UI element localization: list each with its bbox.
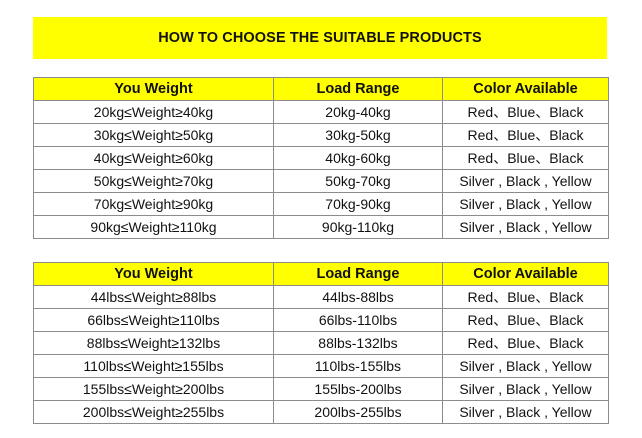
- weight-cell: 66lbs≤Weight≥110lbs: [33, 308, 274, 332]
- table-row: 88lbs≤Weight≥132lbs 88lbs-132lbs Red、Blu…: [33, 331, 609, 355]
- load-range-cell: 110lbs-155lbs: [273, 354, 443, 378]
- weight-cell: 44lbs≤Weight≥88lbs: [33, 285, 274, 309]
- color-cell: Silver , Black , Yellow: [442, 215, 609, 239]
- weight-cell: 200lbs≤Weight≥255lbs: [33, 400, 274, 424]
- color-cell: Red、Blue、Black: [442, 285, 609, 309]
- header-you-weight: You Weight: [33, 262, 274, 286]
- color-cell: Red、Blue、Black: [442, 331, 609, 355]
- color-cell: Silver , Black , Yellow: [442, 192, 609, 216]
- table-row: 30kg≤Weight≥50kg 30kg-50kg Red、Blue、Blac…: [33, 123, 609, 147]
- color-cell: Silver , Black , Yellow: [442, 354, 609, 378]
- load-range-cell: 30kg-50kg: [273, 123, 443, 147]
- weight-cell: 88lbs≤Weight≥132lbs: [33, 331, 274, 355]
- load-range-cell: 66lbs-110lbs: [273, 308, 443, 332]
- weight-cell: 70kg≤Weight≥90kg: [33, 192, 274, 216]
- weight-cell: 30kg≤Weight≥50kg: [33, 123, 274, 147]
- load-range-cell: 88lbs-132lbs: [273, 331, 443, 355]
- color-cell: Silver , Black , Yellow: [442, 400, 609, 424]
- weight-cell: 90kg≤Weight≥110kg: [33, 215, 274, 239]
- table-header-row: You Weight Load Range Color Available: [33, 77, 609, 101]
- load-range-cell: 50kg-70kg: [273, 169, 443, 193]
- table-header-row: You Weight Load Range Color Available: [33, 262, 609, 286]
- load-range-cell: 20kg-40kg: [273, 100, 443, 124]
- table-row: 40kg≤Weight≥60kg 40kg-60kg Red、Blue、Blac…: [33, 146, 609, 170]
- header-color-available: Color Available: [442, 262, 609, 286]
- title-banner: HOW TO CHOOSE THE SUITABLE PRODUCTS: [33, 17, 607, 59]
- kg-size-table: You Weight Load Range Color Available 20…: [33, 77, 609, 239]
- table-row: 20kg≤Weight≥40kg 20kg-40kg Red、Blue、Blac…: [33, 100, 609, 124]
- table-row: 50kg≤Weight≥70kg 50kg-70kg Silver , Blac…: [33, 169, 609, 193]
- color-cell: Silver , Black , Yellow: [442, 169, 609, 193]
- load-range-cell: 70kg-90kg: [273, 192, 443, 216]
- color-cell: Red、Blue、Black: [442, 308, 609, 332]
- table-row: 70kg≤Weight≥90kg 70kg-90kg Silver , Blac…: [33, 192, 609, 216]
- load-range-cell: 155lbs-200lbs: [273, 377, 443, 401]
- weight-cell: 40kg≤Weight≥60kg: [33, 146, 274, 170]
- header-load-range: Load Range: [273, 262, 443, 286]
- weight-cell: 50kg≤Weight≥70kg: [33, 169, 274, 193]
- load-range-cell: 200lbs-255lbs: [273, 400, 443, 424]
- lbs-size-table: You Weight Load Range Color Available 44…: [33, 262, 609, 424]
- load-range-cell: 90kg-110kg: [273, 215, 443, 239]
- table-row: 90kg≤Weight≥110kg 90kg-110kg Silver , Bl…: [33, 215, 609, 239]
- load-range-cell: 44lbs-88lbs: [273, 285, 443, 309]
- table-row: 155lbs≤Weight≥200lbs 155lbs-200lbs Silve…: [33, 377, 609, 401]
- header-you-weight: You Weight: [33, 77, 274, 101]
- color-cell: Red、Blue、Black: [442, 146, 609, 170]
- weight-cell: 155lbs≤Weight≥200lbs: [33, 377, 274, 401]
- page-title: HOW TO CHOOSE THE SUITABLE PRODUCTS: [158, 30, 482, 46]
- table-row: 110lbs≤Weight≥155lbs 110lbs-155lbs Silve…: [33, 354, 609, 378]
- table-row: 66lbs≤Weight≥110lbs 66lbs-110lbs Red、Blu…: [33, 308, 609, 332]
- color-cell: Red、Blue、Black: [442, 123, 609, 147]
- color-cell: Red、Blue、Black: [442, 100, 609, 124]
- color-cell: Silver , Black , Yellow: [442, 377, 609, 401]
- header-color-available: Color Available: [442, 77, 609, 101]
- table-row: 200lbs≤Weight≥255lbs 200lbs-255lbs Silve…: [33, 400, 609, 424]
- header-load-range: Load Range: [273, 77, 443, 101]
- table-row: 44lbs≤Weight≥88lbs 44lbs-88lbs Red、Blue、…: [33, 285, 609, 309]
- weight-cell: 110lbs≤Weight≥155lbs: [33, 354, 274, 378]
- load-range-cell: 40kg-60kg: [273, 146, 443, 170]
- weight-cell: 20kg≤Weight≥40kg: [33, 100, 274, 124]
